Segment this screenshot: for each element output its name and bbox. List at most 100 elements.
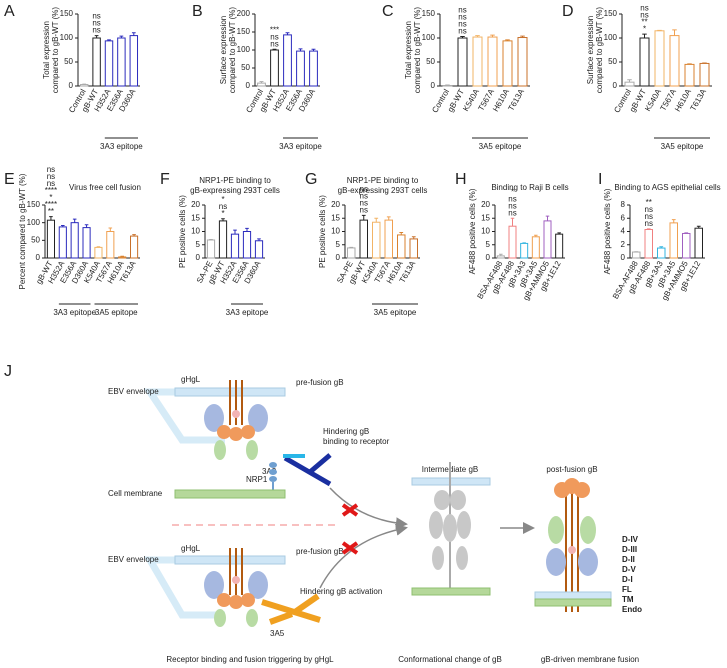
prefusion-gb (204, 380, 268, 460)
error-bar (120, 255, 124, 257)
bar (58, 226, 67, 259)
label: Hindering gB activation (300, 587, 382, 596)
bar (496, 255, 505, 259)
bar (520, 242, 529, 259)
error-bar (131, 32, 136, 36)
bar (384, 219, 393, 259)
error-bar (460, 36, 465, 38)
bar (684, 63, 695, 87)
significance-label: ** (646, 198, 652, 207)
error-bar (221, 218, 225, 221)
domain-legend: Endo (622, 605, 642, 614)
error-bar (349, 246, 354, 248)
bar (487, 36, 498, 87)
cell-membrane (174, 489, 286, 499)
chart-title: Virus free cell fusion (69, 183, 141, 192)
label: EBV envelope (108, 555, 159, 564)
error-bar (490, 34, 495, 38)
error-bar (298, 48, 303, 52)
y-tick-label: 5 (486, 240, 491, 249)
significance-label: ns (645, 212, 653, 221)
error-bar (671, 219, 676, 223)
error-bar (61, 224, 65, 227)
error-bar (505, 39, 510, 41)
domain-legend: D-I (622, 575, 633, 584)
y-tick-label: 150 (27, 200, 41, 209)
y-tick-label: 50 (426, 57, 435, 66)
error-bar (272, 48, 277, 50)
significance-label: ns (92, 19, 100, 28)
bar (409, 238, 418, 259)
error-bar (557, 232, 561, 235)
bar (682, 232, 691, 259)
y-tick-label: 50 (608, 57, 617, 66)
significance-label: ns (270, 39, 278, 48)
error-bar (684, 232, 689, 234)
bar (92, 37, 101, 87)
bar (118, 256, 127, 259)
block-mark (341, 541, 359, 555)
y-tick-label: 0 (246, 81, 251, 90)
group-label: 3A5 epitope (661, 142, 704, 151)
error-bar (209, 238, 213, 240)
bar (230, 233, 240, 259)
envelope (534, 591, 612, 600)
y-tick-label: 10 (191, 227, 200, 236)
error-bar (49, 216, 53, 221)
group-label: 3A5 epitope (374, 308, 417, 317)
significance-label: ns (360, 191, 368, 200)
bar (517, 37, 528, 87)
significance-label: * (221, 209, 224, 218)
x-tick-label: T613A (688, 87, 708, 112)
chart-title: gB-expressing 293T cells (338, 186, 428, 195)
y-axis-label: Surface expression (586, 16, 595, 84)
bar (657, 247, 666, 259)
domain-legend: D-V (622, 565, 636, 574)
error-bar (374, 217, 379, 223)
significance-label: ns (92, 26, 100, 35)
y-axis-label: Total expression (404, 21, 413, 79)
y-axis-label: Surface expression (219, 16, 228, 84)
panel-letter: I (598, 171, 602, 188)
error-bar (534, 234, 538, 237)
group-label: 3A5 epitope (479, 142, 522, 151)
arrow (329, 487, 408, 530)
label: NRP1 (246, 475, 268, 484)
label: Hindering gB (323, 427, 369, 436)
bar (555, 233, 564, 259)
error-bar (499, 253, 503, 256)
domain-legend: FL (622, 585, 632, 594)
bar (639, 37, 650, 87)
y-tick-label: 150 (422, 9, 436, 18)
significance-label: ** (48, 207, 54, 216)
y-tick-label: 15 (191, 213, 200, 222)
bar (624, 81, 635, 87)
prefusion-gb (204, 548, 268, 627)
bar (94, 246, 103, 259)
error-bar (108, 227, 113, 232)
significance-label: ns (92, 12, 100, 21)
cell-membrane (411, 587, 491, 596)
bar (699, 62, 710, 87)
bar (508, 225, 517, 259)
significance-label: ns (360, 205, 368, 214)
significance-label: ns (508, 208, 516, 217)
y-tick-label: 200 (237, 9, 251, 18)
y-tick-label: 0 (36, 253, 41, 262)
y-tick-label: 100 (422, 33, 436, 42)
y-tick-label: 0 (486, 253, 491, 262)
bar (296, 50, 305, 87)
bar (669, 35, 680, 87)
block-mark (341, 503, 359, 517)
significance-label: * (49, 193, 52, 202)
group-label: 3A3 epitope (100, 142, 143, 151)
y-tick-label: 20 (481, 200, 490, 209)
bar (242, 231, 252, 259)
bar (130, 235, 139, 259)
cell-membrane (534, 598, 612, 607)
y-tick-label: 20 (331, 200, 340, 209)
significance-label: ns (47, 172, 55, 181)
y-axis-label: compared to gB-WT (%) (51, 7, 60, 93)
group-label: 3A3 epitope (226, 308, 269, 317)
error-bar (94, 35, 99, 38)
